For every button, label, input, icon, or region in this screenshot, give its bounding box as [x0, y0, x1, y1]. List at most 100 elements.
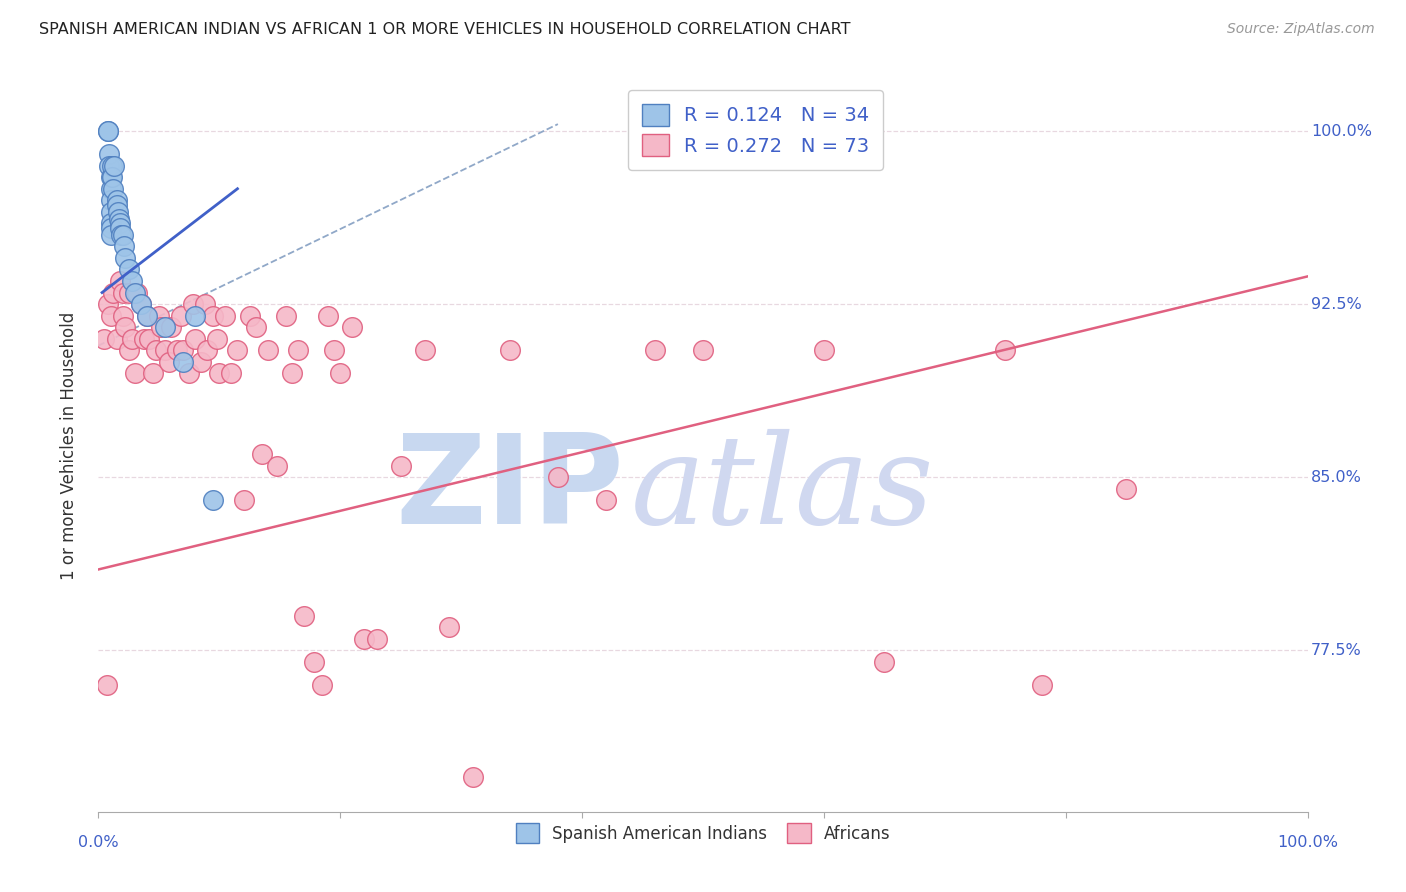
Point: [994, 343, 1017, 358]
Point: [97, 124, 120, 138]
Point: [100, 170, 122, 185]
Point: [342, 320, 364, 334]
Point: [110, 227, 132, 242]
Point: [129, 297, 152, 311]
Point: [134, 332, 156, 346]
Point: [413, 343, 436, 358]
Point: [100, 204, 122, 219]
Point: [100, 170, 122, 185]
Point: [100, 227, 122, 242]
Point: [302, 655, 325, 669]
Point: [100, 194, 122, 208]
Text: 77.5%: 77.5%: [1312, 643, 1362, 657]
Point: [118, 343, 141, 358]
Point: [107, 204, 129, 219]
Point: [366, 632, 388, 646]
Point: [250, 447, 273, 461]
Point: [202, 493, 225, 508]
Point: [127, 285, 149, 300]
Point: [135, 309, 157, 323]
Point: [172, 355, 194, 369]
Point: [873, 655, 896, 669]
Point: [93, 332, 115, 346]
Point: [111, 227, 134, 242]
Point: [166, 343, 188, 358]
Point: [101, 182, 124, 196]
Text: Source: ZipAtlas.com: Source: ZipAtlas.com: [1227, 22, 1375, 37]
Point: [157, 355, 180, 369]
Point: [138, 332, 160, 346]
Point: [316, 309, 339, 323]
Point: [437, 620, 460, 634]
Point: [100, 221, 122, 235]
Point: [112, 239, 135, 253]
Point: [232, 493, 254, 508]
Point: [239, 309, 262, 323]
Point: [202, 309, 225, 323]
Point: [281, 367, 304, 381]
Point: [97, 124, 120, 138]
Point: [205, 332, 228, 346]
Point: [274, 309, 297, 323]
Point: [813, 343, 835, 358]
Point: [97, 297, 120, 311]
Point: [103, 159, 125, 173]
Point: [190, 355, 212, 369]
Point: [292, 608, 315, 623]
Text: ZIP: ZIP: [395, 429, 624, 550]
Point: [266, 458, 288, 473]
Point: [98, 147, 121, 161]
Point: [98, 159, 121, 173]
Point: [169, 309, 191, 323]
Point: [184, 332, 207, 346]
Point: [145, 343, 167, 358]
Point: [100, 159, 122, 173]
Point: [226, 343, 249, 358]
Point: [135, 309, 157, 323]
Point: [96, 678, 118, 692]
Point: [498, 343, 520, 358]
Point: [100, 182, 122, 196]
Legend: Spanish American Indians, Africans: Spanish American Indians, Africans: [508, 815, 898, 851]
Point: [118, 262, 141, 277]
Point: [256, 343, 278, 358]
Y-axis label: 1 or more Vehicles in Household: 1 or more Vehicles in Household: [59, 312, 77, 580]
Point: [311, 678, 333, 692]
Point: [105, 194, 128, 208]
Point: [142, 367, 165, 381]
Point: [181, 297, 204, 311]
Point: [100, 309, 122, 323]
Point: [129, 297, 152, 311]
Text: SPANISH AMERICAN INDIAN VS AFRICAN 1 OR MORE VEHICLES IN HOUSEHOLD CORRELATION C: SPANISH AMERICAN INDIAN VS AFRICAN 1 OR …: [39, 22, 851, 37]
Point: [108, 274, 131, 288]
Point: [108, 216, 131, 230]
Point: [1115, 482, 1137, 496]
Text: atlas: atlas: [630, 429, 934, 550]
Point: [644, 343, 666, 358]
Point: [111, 285, 134, 300]
Point: [105, 198, 128, 212]
Point: [1031, 678, 1053, 692]
Text: 100.0%: 100.0%: [1312, 124, 1372, 138]
Point: [184, 309, 207, 323]
Text: 85.0%: 85.0%: [1312, 470, 1362, 484]
Point: [114, 251, 136, 265]
Point: [221, 367, 243, 381]
Point: [160, 320, 183, 334]
Point: [595, 493, 617, 508]
Text: 100.0%: 100.0%: [1277, 835, 1339, 850]
Point: [105, 332, 128, 346]
Text: 92.5%: 92.5%: [1312, 297, 1362, 311]
Point: [121, 332, 143, 346]
Point: [108, 211, 131, 226]
Point: [153, 343, 176, 358]
Point: [195, 343, 218, 358]
Point: [389, 458, 412, 473]
Text: 0.0%: 0.0%: [79, 835, 118, 850]
Point: [287, 343, 309, 358]
Point: [108, 221, 131, 235]
Point: [353, 632, 375, 646]
Point: [463, 770, 485, 784]
Point: [121, 274, 143, 288]
Point: [148, 309, 170, 323]
